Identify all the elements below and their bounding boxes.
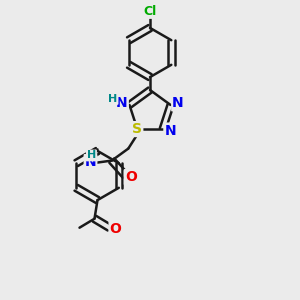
Text: N: N — [172, 96, 184, 110]
Text: S: S — [132, 122, 142, 136]
Text: Cl: Cl — [143, 5, 157, 18]
Text: O: O — [125, 170, 136, 184]
Text: N: N — [116, 96, 128, 110]
Text: N: N — [85, 155, 96, 169]
Text: H: H — [87, 151, 96, 160]
Text: N: N — [164, 124, 176, 138]
Text: O: O — [110, 222, 122, 236]
Text: H: H — [108, 94, 118, 104]
